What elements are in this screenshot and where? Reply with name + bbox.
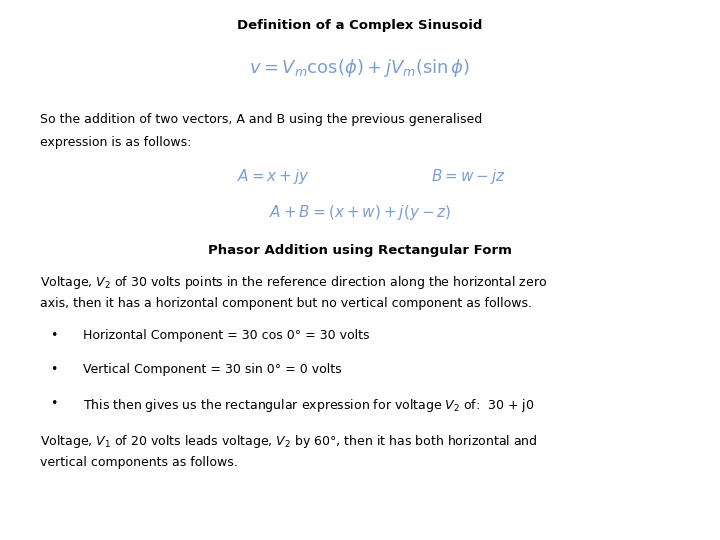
- Text: Definition of a Complex Sinusoid: Definition of a Complex Sinusoid: [238, 19, 482, 32]
- Text: Voltage, $V_1$ of 20 volts leads voltage, $V_2$ by 60°, then it has both horizon: Voltage, $V_1$ of 20 volts leads voltage…: [40, 433, 537, 450]
- Text: •: •: [50, 363, 58, 376]
- Text: $v = V_m\cos(\phi) + jV_m(\sin\phi)$: $v = V_m\cos(\phi) + jV_m(\sin\phi)$: [249, 57, 471, 79]
- Text: $A + B = (x + w) + j(y - z)$: $A + B = (x + w) + j(y - z)$: [269, 202, 451, 221]
- Text: $B = w - jz$: $B = w - jz$: [431, 167, 505, 186]
- Text: •: •: [50, 329, 58, 342]
- Text: •: •: [50, 397, 58, 410]
- Text: expression is as follows:: expression is as follows:: [40, 136, 191, 149]
- Text: axis, then it has a horizontal component but no vertical component as follows.: axis, then it has a horizontal component…: [40, 297, 531, 310]
- Text: So the addition of two vectors, A and B using the previous generalised: So the addition of two vectors, A and B …: [40, 113, 482, 126]
- Text: This then gives us the rectangular expression for voltage $V_2$ of:  30 + j0: This then gives us the rectangular expre…: [83, 397, 534, 414]
- Text: Phasor Addition using Rectangular Form: Phasor Addition using Rectangular Form: [208, 244, 512, 257]
- Text: vertical components as follows.: vertical components as follows.: [40, 456, 238, 469]
- Text: Voltage, $V_2$ of 30 volts points in the reference direction along the horizonta: Voltage, $V_2$ of 30 volts points in the…: [40, 274, 547, 291]
- Text: Horizontal Component = 30 cos 0° = 30 volts: Horizontal Component = 30 cos 0° = 30 vo…: [83, 329, 369, 342]
- Text: Vertical Component = 30 sin 0° = 0 volts: Vertical Component = 30 sin 0° = 0 volts: [83, 363, 341, 376]
- Text: $A = x + jy$: $A = x + jy$: [237, 167, 310, 186]
